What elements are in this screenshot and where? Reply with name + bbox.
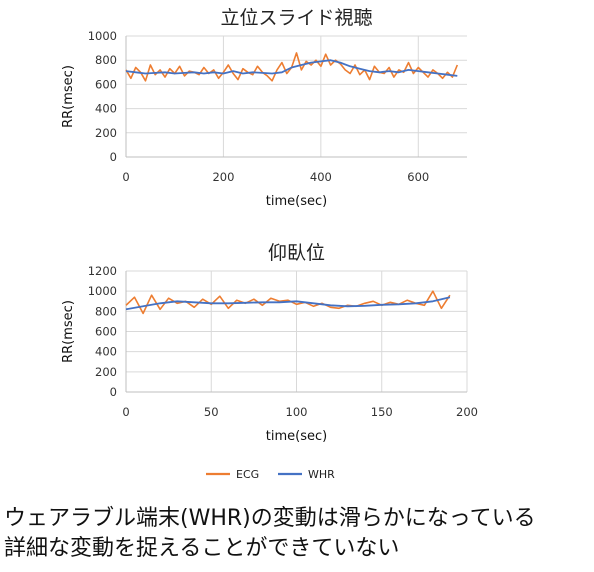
chart2-ytick-2: 400: [95, 345, 117, 359]
chart2-xlabel: time(sec): [266, 429, 327, 444]
chart2-xtick-1: 50: [204, 405, 219, 419]
chart2-xtick-3: 150: [371, 405, 393, 419]
chart1-ylabel: RR(msec): [61, 65, 76, 128]
chart1-ytick-4: 800: [95, 53, 117, 67]
legend-ecg-label: ECG: [236, 468, 259, 481]
chart1-xtick-3: 600: [407, 170, 429, 184]
chart2-ytick-4: 800: [95, 304, 117, 318]
chart2-ytick-1: 200: [95, 365, 117, 379]
chart2-ytick-6: 1200: [88, 264, 117, 278]
chart1-ytick-1: 200: [95, 126, 117, 140]
chart1-title: 立位スライド視聴: [220, 7, 372, 29]
chart1-xlabel: time(sec): [266, 194, 327, 209]
legend-whr-label: WHR: [308, 468, 335, 481]
chart1-xtick-0: 0: [122, 170, 129, 184]
chart1-ytick-3: 600: [95, 77, 117, 91]
chart1-ytick-0: 0: [110, 150, 117, 164]
chart2-ylabel: RR(msec): [61, 300, 76, 363]
chart2-xtick-2: 100: [286, 405, 308, 419]
chart2-xtick-0: 0: [122, 405, 129, 419]
chart-standing: 立位スライド視聴 0 200 400 600 800 1000 0 200 400 600 time(…: [61, 7, 467, 209]
chart1-xtick-1: 200: [212, 170, 234, 184]
caption-line-2: 詳細な変動を捉えることができていない: [4, 536, 400, 561]
caption-line-1: ウェアラブル端末(WHR)の変動は滑らかになっている: [4, 506, 536, 531]
chart1-ytick-2: 400: [95, 102, 117, 116]
chart2-ytick-5: 1000: [88, 284, 117, 298]
chart1-ytick-5: 1000: [88, 29, 117, 43]
chart1-xtick-2: 400: [310, 170, 332, 184]
chart2-ytick-0: 0: [110, 385, 117, 399]
legend: ECG WHR: [206, 468, 335, 481]
chart1-series-whr-line: [125, 59, 458, 77]
chart2-title: 仰臥位: [268, 242, 325, 264]
chart2-xtick-4: 200: [456, 405, 478, 419]
chart2-ytick-3: 600: [95, 325, 117, 339]
chart-supine: 仰臥位 0 200 400 600 800 1000 1200 0 50 100 150 200 time…: [61, 242, 478, 444]
chart2-series-whr-line: [125, 296, 451, 311]
